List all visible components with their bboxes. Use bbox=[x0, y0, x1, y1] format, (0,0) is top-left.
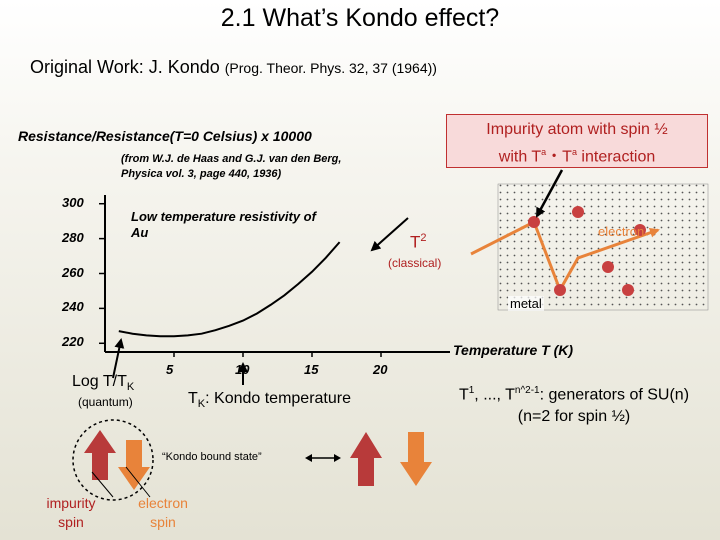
t2-arrow bbox=[372, 218, 408, 250]
metal-label: metal bbox=[508, 296, 544, 311]
kondo-bound-state-label: “Kondo bound state” bbox=[162, 451, 262, 463]
y-tick-label: 240 bbox=[62, 299, 84, 314]
impurity-atom-1 bbox=[528, 216, 540, 228]
electron-spin-label: electron spin bbox=[126, 494, 200, 532]
free-electron-spin-arrow bbox=[400, 432, 432, 486]
t2-label: T2 bbox=[410, 232, 427, 253]
x-tick-label: 10 bbox=[235, 362, 249, 377]
electron-label: electron bbox=[598, 224, 644, 239]
impurity-atom-2 bbox=[572, 206, 584, 218]
free-impurity-spin-arrow bbox=[350, 432, 382, 486]
y-tick-label: 220 bbox=[62, 334, 84, 349]
y-tick-label: 300 bbox=[62, 195, 84, 210]
x-tick-label: 5 bbox=[166, 362, 173, 377]
impurity-spin-label: impurity spin bbox=[34, 494, 108, 532]
impurity-spin-arrow bbox=[84, 430, 116, 480]
impurity-atom-6 bbox=[622, 284, 634, 296]
generators-text: T1, ..., Tn^2-1: generators of SU(n) (n=… bbox=[428, 380, 720, 428]
impurity-atom-5 bbox=[602, 261, 614, 273]
log-t-label: Log T/TK bbox=[72, 373, 134, 393]
generators-line2: (n=2 for spin ½) bbox=[428, 406, 720, 428]
resistivity-curve bbox=[119, 242, 340, 336]
classical-label: (classical) bbox=[388, 256, 441, 270]
kondo-temperature-label: TK: Kondo temperature bbox=[188, 390, 351, 410]
generators-line1: T1, ..., Tn^2-1: generators of SU(n) bbox=[428, 380, 720, 406]
x-tick-label: 20 bbox=[373, 362, 387, 377]
x-axis-label: Temperature T (K) bbox=[453, 342, 573, 358]
metal-region bbox=[498, 184, 708, 310]
impurity-atom-4 bbox=[554, 284, 566, 296]
y-tick-label: 260 bbox=[62, 265, 84, 280]
y-tick-label: 280 bbox=[62, 230, 84, 245]
x-tick-label: 15 bbox=[304, 362, 318, 377]
quantum-label: (quantum) bbox=[78, 395, 133, 409]
